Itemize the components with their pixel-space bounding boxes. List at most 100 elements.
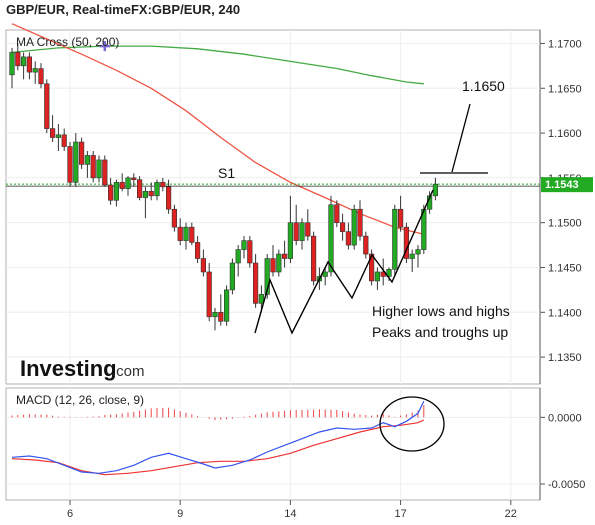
macd-tick-label: -0.0050 (548, 479, 585, 491)
x-tick-label: 22 (505, 508, 517, 520)
chart-title: GBP/EUR, Real-timeFX:GBP/EUR, 240 (6, 2, 241, 17)
candle-body (148, 191, 154, 197)
candle-body (247, 240, 253, 264)
macd-line (11, 401, 425, 474)
zigzag-line (254, 189, 434, 335)
candle-body (119, 182, 125, 189)
candle-body (166, 186, 172, 210)
brand-suffix: .com (112, 363, 145, 380)
candle-body (392, 208, 398, 270)
brand-logo: Investing .com (20, 356, 145, 381)
annotation-line-1: Higher lows and highs (372, 303, 510, 319)
current-price-text: 1.1543 (545, 179, 579, 191)
candle-body (189, 226, 195, 243)
price-tick-label: 1.1350 (548, 352, 582, 364)
price-tick-label: 1.1700 (548, 38, 582, 50)
candle-body (258, 294, 265, 304)
candle-body (206, 271, 212, 318)
ma-cross-marker (99, 41, 110, 52)
candle-body (345, 231, 352, 246)
candle-body (224, 289, 230, 322)
support-label: S1 (218, 165, 235, 181)
candle-body (137, 179, 143, 198)
candle-body (200, 258, 207, 273)
candle-body (293, 222, 299, 241)
candle-body (9, 52, 15, 76)
candle-body (84, 155, 90, 165)
x-axis: 6 9 14 17 22 (67, 500, 517, 520)
candle-body (310, 235, 317, 282)
candle-body (67, 146, 73, 183)
candle-body (339, 222, 346, 232)
candle-body (154, 182, 160, 197)
candle-body (177, 226, 183, 241)
x-tick-label: 14 (284, 508, 296, 520)
annotation-line-2: Peaks and troughs up (372, 324, 508, 340)
candle-body (131, 177, 137, 180)
candle-body (142, 191, 149, 198)
candle-body (351, 208, 357, 246)
brand-name: Investing (20, 356, 117, 381)
candle-body (96, 159, 102, 179)
macd-panel[interactable] (5, 387, 541, 501)
candle-body (305, 222, 311, 237)
x-tick-label: 17 (394, 508, 406, 520)
candle-body (386, 268, 392, 277)
candle-body (171, 208, 178, 228)
candle-body (195, 242, 201, 259)
candle-body (108, 184, 114, 201)
candle-body (322, 271, 328, 277)
candle-body (79, 141, 85, 165)
candle-body (397, 208, 404, 228)
candle-body (15, 52, 21, 67)
candle-body (90, 155, 96, 179)
macd-tick-label: 0.0000 (548, 412, 582, 424)
macd-cross-circle (379, 396, 445, 452)
candle-body (49, 128, 56, 138)
candle-body (61, 134, 67, 147)
macd-label: MACD (12, 26, close, 9) (16, 393, 144, 407)
candle-body (281, 253, 288, 259)
candle-body (241, 240, 247, 250)
current-price-badge: 1.1543 (541, 177, 593, 193)
candle-body (368, 253, 375, 282)
candle-body (44, 83, 50, 129)
candle-body (235, 249, 241, 264)
candle-body (334, 204, 340, 223)
macd-series (11, 401, 425, 476)
candle-body (415, 249, 421, 255)
price-tick-label: 1.1400 (548, 307, 582, 319)
candle-body (229, 262, 236, 291)
macd-signal-line (11, 419, 425, 476)
candle-body (183, 226, 189, 241)
candle-body (328, 204, 334, 273)
candle-body (102, 159, 108, 186)
candle-body (55, 134, 61, 138)
candle-body (20, 56, 27, 67)
candle-body (374, 271, 381, 282)
candle-body (276, 253, 282, 273)
price-tick-label: 1.1450 (548, 262, 582, 274)
price-tick-label: 1.1600 (548, 128, 582, 140)
candle-body (26, 56, 33, 73)
target-line (451, 103, 471, 173)
candle-body (218, 312, 224, 322)
candle-body (270, 258, 276, 273)
candle-body (38, 68, 44, 85)
ma-200-line (11, 45, 424, 85)
candle-body (253, 262, 259, 304)
price-tick-label: 1.1500 (548, 218, 582, 230)
price-y-axis: 1.17001.16501.16001.15501.15001.14501.14… (540, 38, 582, 364)
x-tick-label: 9 (177, 508, 183, 520)
candle-body (299, 222, 305, 241)
candle-body (432, 183, 439, 197)
candle-body (363, 235, 369, 255)
support-line-layer (6, 183, 540, 187)
candle-body (264, 258, 270, 295)
candle-body (357, 208, 363, 237)
target-label: 1.1650 (462, 78, 505, 94)
annotation-layer: S1 1.1650 Higher lows and highs Peaks an… (218, 78, 510, 452)
candle-body (212, 312, 218, 318)
x-tick-label: 6 (67, 508, 73, 520)
